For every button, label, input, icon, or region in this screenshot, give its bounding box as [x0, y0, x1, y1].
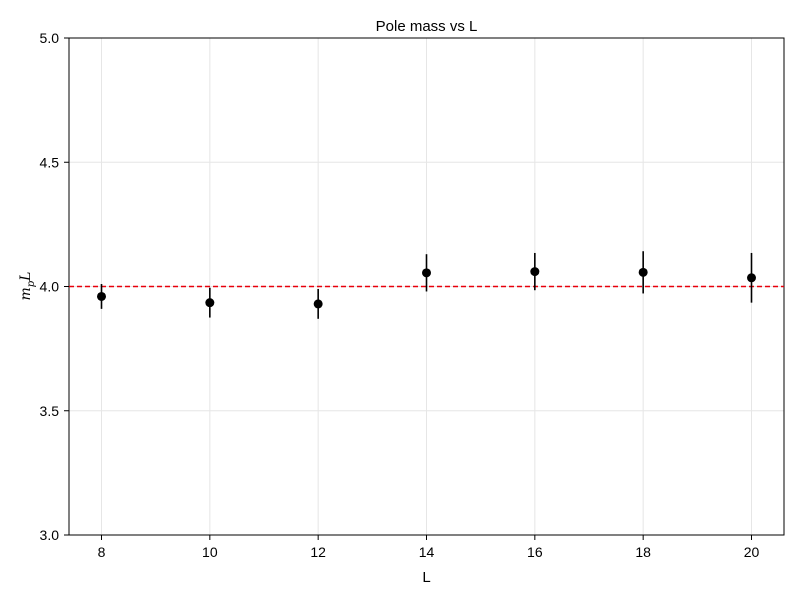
y-axis-label-tail: L: [18, 272, 34, 282]
y-axis-label-main: m: [18, 287, 34, 300]
x-axis-label: L: [422, 569, 430, 586]
y-tick-label: 3.0: [40, 527, 60, 543]
data-point: [638, 267, 648, 277]
x-tick-label: 14: [419, 544, 435, 560]
x-tick-label: 16: [527, 544, 543, 560]
x-tick-label: 8: [98, 544, 106, 560]
data-points: [97, 267, 756, 309]
y-tick-label: 3.5: [40, 403, 60, 419]
y-axis-label-sub: p: [26, 280, 37, 287]
y-tick-label: 5.0: [40, 30, 60, 46]
tick-labels: 8 10 12 14 16 18 20 3.0 3.5 4.0 4.5 5.0: [40, 30, 760, 560]
y-tick-label: 4.0: [40, 279, 60, 295]
x-tick-label: 12: [310, 544, 326, 560]
y-tick-label: 4.5: [40, 154, 60, 170]
x-tick-label: 10: [202, 544, 218, 560]
y-axis-label: mpL: [18, 272, 37, 301]
data-point: [313, 299, 323, 309]
data-point: [530, 267, 540, 277]
data-point: [97, 291, 106, 301]
x-tick-label: 20: [744, 544, 760, 560]
data-point: [747, 273, 756, 283]
data-point: [422, 268, 431, 278]
chart-title: Pole mass vs L: [376, 18, 478, 35]
x-tick-label: 18: [635, 544, 651, 560]
axis-ticks: [64, 37, 752, 540]
data-point: [205, 298, 215, 308]
